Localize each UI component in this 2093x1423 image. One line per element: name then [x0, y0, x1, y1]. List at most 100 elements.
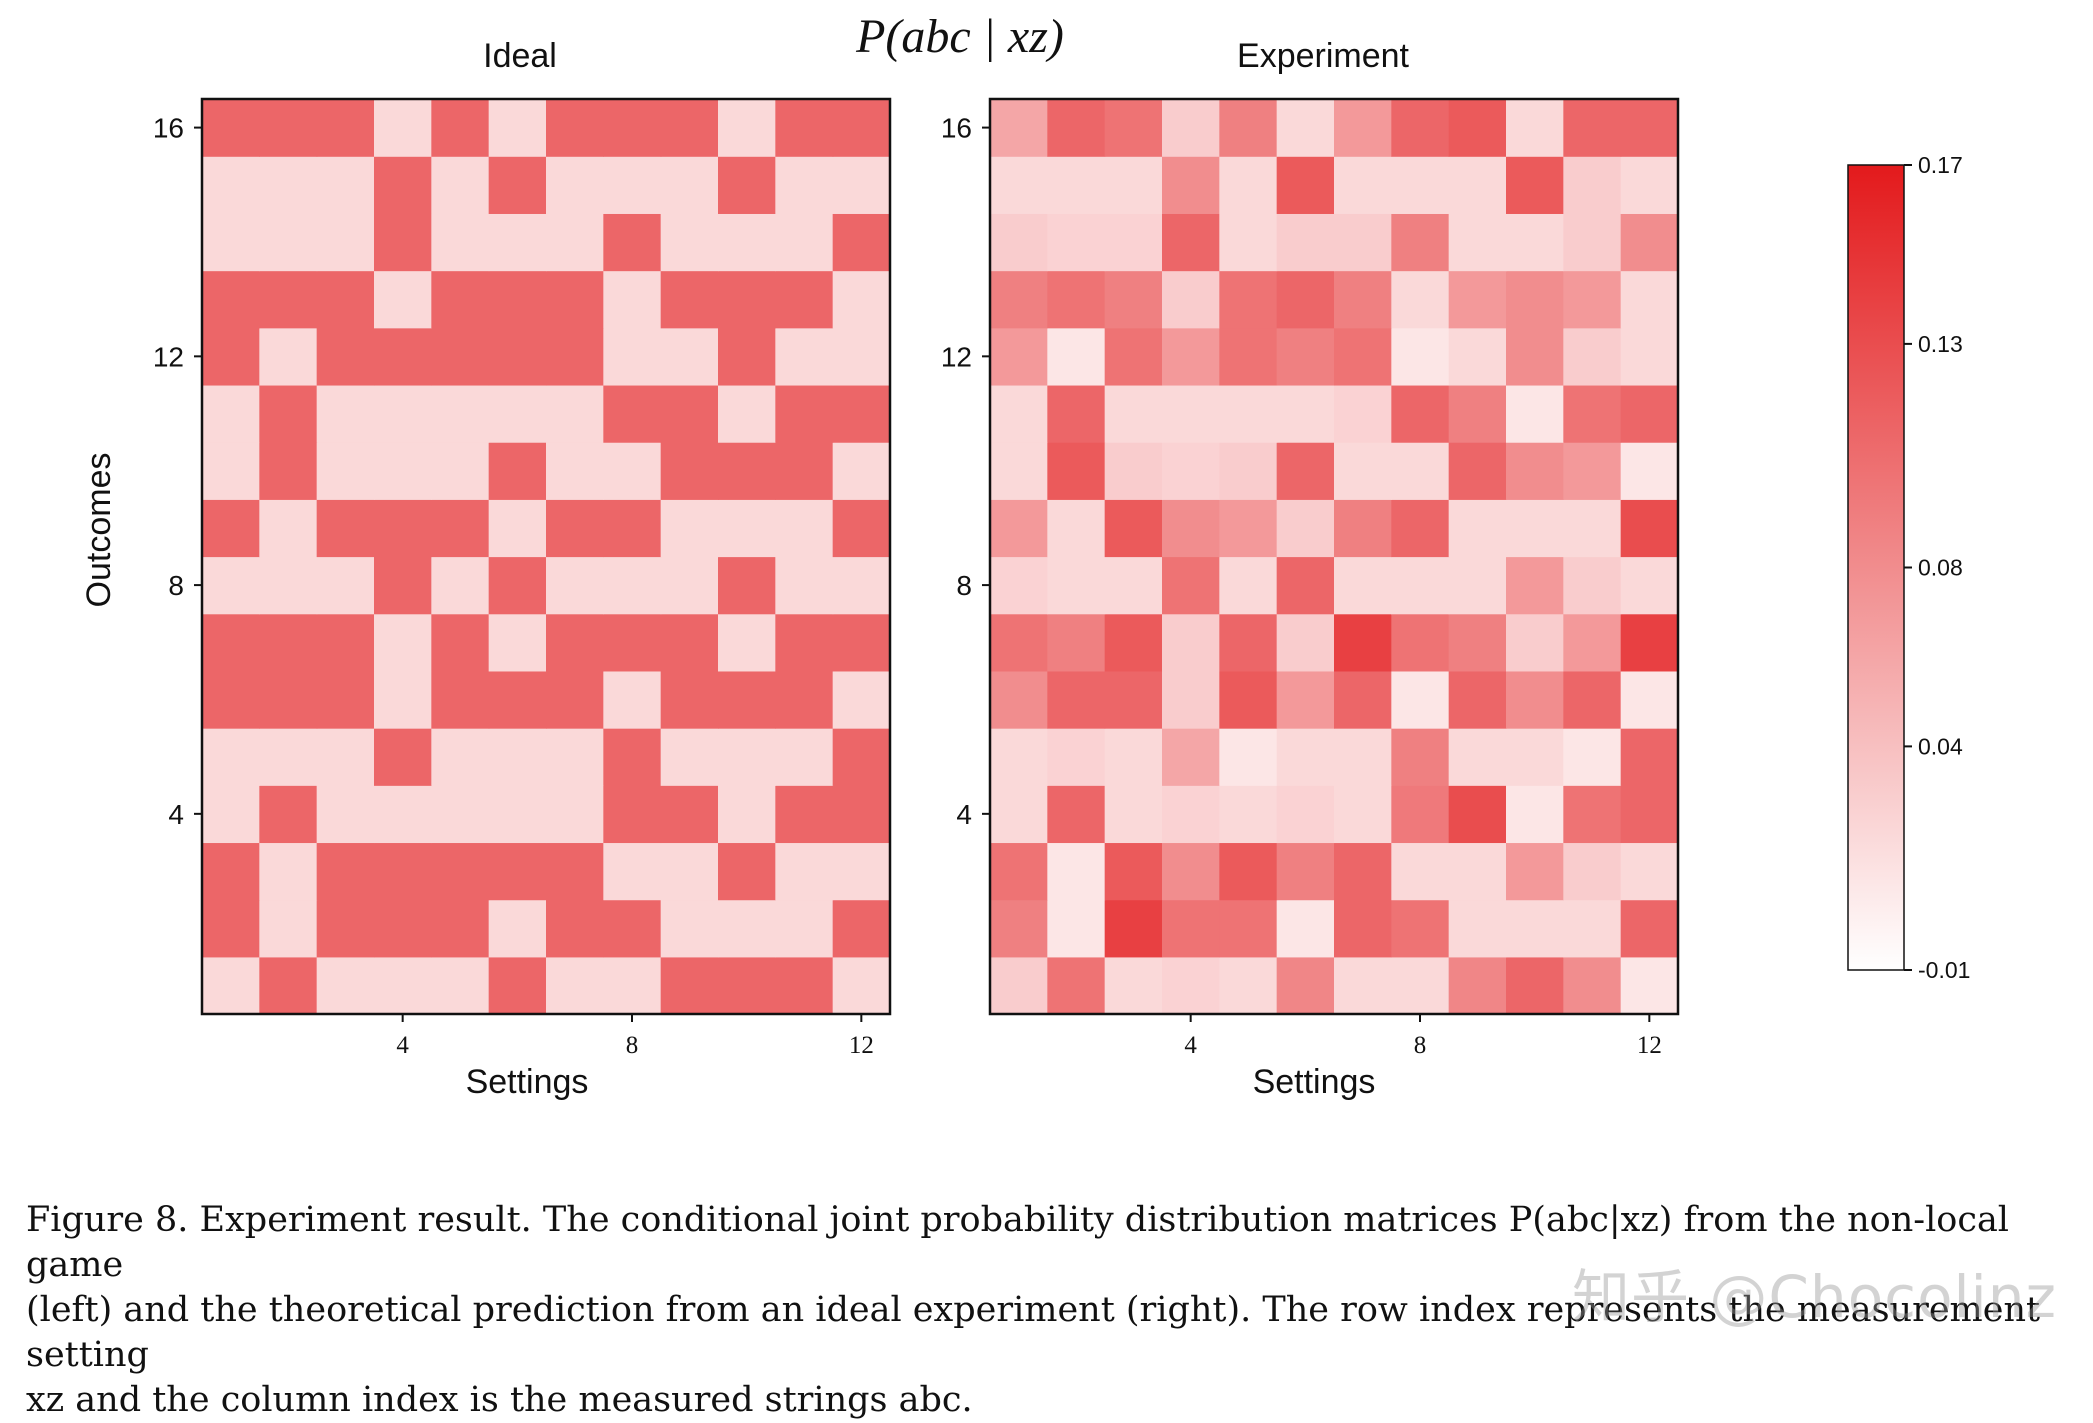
- heatmap-cell: [1162, 556, 1220, 615]
- heatmap-cell: [316, 499, 375, 558]
- heatmap-cell: [1334, 499, 1392, 558]
- heatmap-cell: [603, 785, 662, 844]
- heatmap-cell: [316, 670, 375, 729]
- heatmap-cell: [1162, 384, 1220, 443]
- heatmap-cell: [1506, 384, 1564, 443]
- heatmap-cell: [202, 213, 260, 272]
- heatmap-cell: [1563, 499, 1622, 558]
- heatmap-cell: [775, 213, 834, 272]
- heatmap-cell: [1506, 442, 1564, 500]
- heatmap-cell: [1506, 156, 1564, 214]
- heatmap-cell: [259, 327, 318, 386]
- heatmap-cell: [1391, 270, 1450, 329]
- heatmap-cell: [259, 728, 318, 786]
- heatmap-cell: [431, 956, 490, 1015]
- heatmap-cell: [718, 156, 776, 214]
- heatmap-cell: [1219, 670, 1278, 729]
- heatmap-cell: [1448, 670, 1507, 729]
- heatmap-cell: [374, 785, 432, 844]
- heatmap-cell: [1104, 156, 1163, 214]
- heatmap-cell: [1219, 556, 1278, 615]
- heatmap-cell: [1506, 99, 1564, 157]
- heatmap-cell: [603, 556, 662, 615]
- heatmap-cell: [718, 384, 776, 443]
- heatmap-cell: [1563, 899, 1622, 958]
- heatmap-cell: [990, 842, 1048, 901]
- heatmap-cell: [1276, 99, 1335, 157]
- heatmap-cell: [1563, 99, 1622, 157]
- heatmap-cell: [1334, 842, 1392, 901]
- heatmap-cell: [1563, 270, 1622, 329]
- heatmap-cell: [603, 899, 662, 958]
- heatmap-cell: [660, 270, 719, 329]
- heatmap-cell: [488, 556, 547, 615]
- heatmap-cell: [1563, 785, 1622, 844]
- heatmap-cell: [431, 213, 490, 272]
- heatmap-cell: [1219, 442, 1278, 500]
- heatmap-cell: [202, 556, 260, 615]
- heatmap-cell: [1563, 384, 1622, 443]
- axis-ticks: 4 8 12 4 8 12 16: [941, 113, 1662, 1059]
- heatmap-cell: [1620, 213, 1679, 272]
- heatmap-cell: [1276, 270, 1335, 329]
- x-tick-label: 4: [396, 1032, 409, 1059]
- heatmap-cell: [1448, 556, 1507, 615]
- heatmap-cell: [431, 613, 490, 672]
- heatmap-cell: [1219, 956, 1278, 1015]
- heatmap-cell: [1104, 556, 1163, 615]
- heatmap-cell: [316, 613, 375, 672]
- heatmap-cell: [316, 899, 375, 958]
- heatmap-cell: [990, 728, 1048, 786]
- heatmap-cell: [431, 499, 490, 558]
- heatmap-cell: [202, 442, 260, 500]
- heatmap-cell: [488, 327, 547, 386]
- heatmap-cell: [316, 556, 375, 615]
- heatmap-cell: [1391, 728, 1450, 786]
- heatmap-cell: [1620, 442, 1679, 500]
- heatmap-cell: [488, 384, 547, 443]
- heatmap-cell: [1104, 842, 1163, 901]
- heatmap-cell: [1391, 213, 1450, 272]
- heatmap-cell: [775, 728, 834, 786]
- heatmap-cell: [1391, 156, 1450, 214]
- heatmap-cell: [259, 670, 318, 729]
- heatmap-cell: [1047, 556, 1106, 615]
- heatmap-cell: [546, 99, 604, 157]
- heatmap-cell: [1276, 442, 1335, 500]
- heatmap-cell: [1276, 213, 1335, 272]
- heatmap-cell: [202, 842, 260, 901]
- heatmap-cell: [374, 156, 432, 214]
- heatmap-cell: [1334, 613, 1392, 672]
- heatmap-cell: [202, 670, 260, 729]
- y-tick-label: 16: [941, 113, 972, 144]
- heatmap-cell: [832, 270, 891, 329]
- heatmap-cell: [1391, 613, 1450, 672]
- heatmap-cell: [603, 99, 662, 157]
- heatmap-cell: [1620, 99, 1679, 157]
- heatmap-cell: [1162, 613, 1220, 672]
- heatmap-cell: [1276, 728, 1335, 786]
- heatmap-cell: [1334, 670, 1392, 729]
- heatmap-cell: [259, 213, 318, 272]
- colorbar-tick-label: 0.04: [1918, 733, 1963, 759]
- heatmap-cell: [1391, 327, 1450, 386]
- heatmap-cell: [1334, 327, 1392, 386]
- heatmap-cell: [1448, 213, 1507, 272]
- heatmap-cell: [1506, 213, 1564, 272]
- colorbar-ticks: 0.17 0.13 0.08 0.04 -0.01: [1904, 152, 1970, 983]
- heatmap-cell: [1047, 785, 1106, 844]
- colorbar-tick-label: 0.17: [1918, 152, 1963, 178]
- heatmap-cell: [1506, 556, 1564, 615]
- heatmap-cell: [431, 384, 490, 443]
- heatmap-cell: [546, 728, 604, 786]
- heatmap-cell: [1620, 270, 1679, 329]
- heatmap-cell: [1448, 613, 1507, 672]
- heatmap-cell: [488, 213, 547, 272]
- caption-line: (left) and the theoretical prediction fr…: [26, 1290, 2052, 1375]
- heatmap-cell: [660, 156, 719, 214]
- heatmap-cells: [202, 99, 891, 1015]
- heatmap-cell: [1391, 384, 1450, 443]
- heatmap-cell: [603, 327, 662, 386]
- heatmap-cell: [660, 842, 719, 901]
- heatmap-cell: [660, 785, 719, 844]
